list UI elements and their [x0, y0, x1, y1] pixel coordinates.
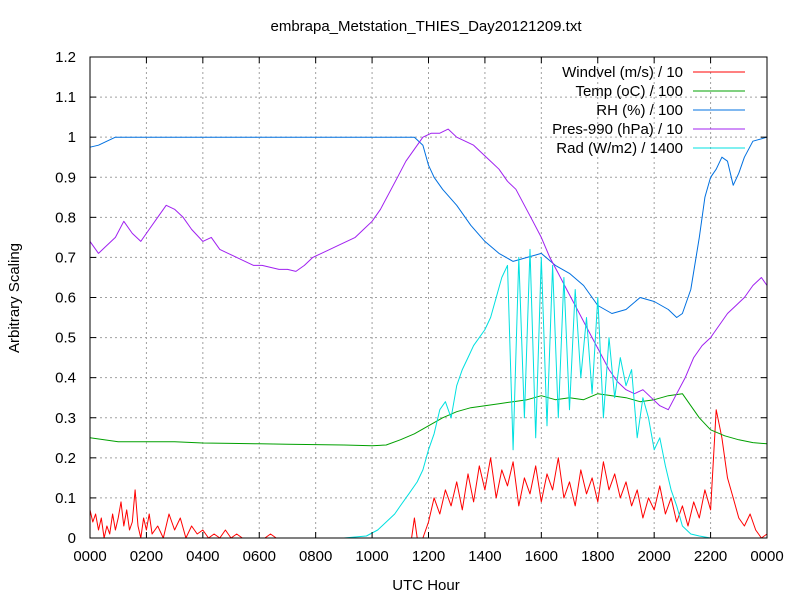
y-tick-labels: 0 0.1 0.2 0.3 0.4 0.5 0.6 0.7 0.8 0.9 1 1.1 1.2: [55, 49, 76, 547]
legend-label: Rad (W/m2) / 1400: [556, 140, 683, 157]
y-tick-label: 1: [68, 129, 76, 146]
y-tick-label: 0.9: [55, 169, 76, 186]
y-tick-label: 0.2: [55, 450, 76, 467]
legend-label: RH (%) / 100: [596, 102, 683, 119]
legend-label: Temp (oC) / 100: [575, 83, 683, 100]
legend-label: Pres-990 (hPa) / 10: [552, 121, 683, 138]
series-line-2: [89, 393, 768, 447]
y-tick-label: 0.4: [55, 370, 76, 387]
legend-entry: Windvel (m/s) / 10: [562, 64, 745, 81]
axis-ticks: [89, 56, 768, 539]
legend-entry: Temp (oC) / 100: [575, 83, 745, 100]
legend-entry: RH (%) / 100: [596, 102, 745, 119]
y-axis-label: Arbitrary Scaling: [6, 243, 23, 353]
y-tick-label: 0.1: [55, 490, 76, 507]
chart-title: embrapa_Metstation_THIES_Day20121209.txt: [270, 18, 582, 35]
x-tick-label: 1200: [412, 548, 445, 565]
series-line-3: [89, 136, 768, 318]
x-tick-label: 1000: [355, 548, 388, 565]
series-line-5: [90, 248, 767, 539]
x-tick-label: 0000: [750, 548, 783, 565]
legend: Windvel (m/s) / 10 Temp (oC) / 100 RH (%) …: [552, 64, 745, 157]
x-tick-label: 0400: [186, 548, 219, 565]
y-tick-label: 0.8: [55, 209, 76, 226]
y-tick-label: 1.2: [55, 49, 76, 66]
x-tick-labels: 0000 0200 0400 0600 0800 1000 1200 1400 1600 1800…: [73, 548, 783, 565]
x-tick-label: 2000: [637, 548, 670, 565]
series-group: [89, 128, 768, 539]
x-tick-label: 1600: [525, 548, 558, 565]
x-tick-label: 0200: [130, 548, 163, 565]
y-tick-label: 0.6: [55, 290, 76, 307]
series-line-1: [89, 409, 768, 539]
legend-entry: Rad (W/m2) / 1400: [556, 140, 745, 157]
x-axis-label: UTC Hour: [392, 577, 460, 594]
y-tick-label: 0.7: [55, 249, 76, 266]
x-tick-label: 1800: [581, 548, 614, 565]
legend-entry: Pres-990 (hPa) / 10: [552, 121, 745, 138]
y-tick-label: 1.1: [55, 89, 76, 106]
x-tick-label: 1400: [468, 548, 501, 565]
x-tick-label: 0000: [73, 548, 106, 565]
y-tick-label: 0.3: [55, 410, 76, 427]
y-tick-label: 0: [68, 530, 76, 547]
x-tick-label: 0800: [299, 548, 332, 565]
x-tick-label: 2200: [694, 548, 727, 565]
y-tick-label: 0.5: [55, 330, 76, 347]
series-line-4: [89, 128, 768, 411]
legend-label: Windvel (m/s) / 10: [562, 64, 683, 81]
x-tick-label: 0600: [243, 548, 276, 565]
